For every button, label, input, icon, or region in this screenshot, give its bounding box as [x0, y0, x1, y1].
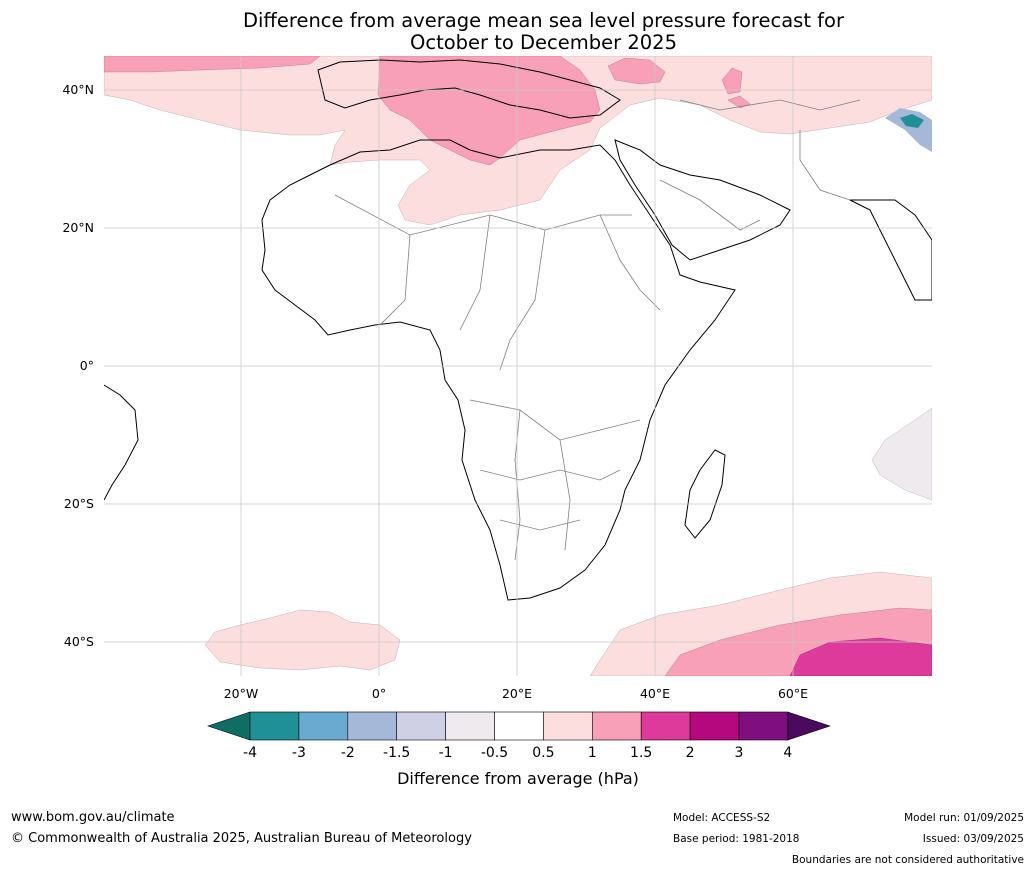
colorbar-tick-label: -0.5 — [480, 745, 509, 761]
footer-url: www.bom.gov.au/climate — [11, 810, 175, 825]
colorbar-tick-label: -1 — [438, 745, 453, 761]
lon-label-20e: 20°E — [501, 686, 533, 701]
title-line-2: October to December 2025 — [410, 31, 677, 54]
lon-label-40e: 40°E — [639, 686, 671, 701]
anomaly-indian-grey — [871, 407, 932, 501]
south-america-outline — [104, 384, 139, 501]
graticule — [104, 56, 932, 676]
colorbar-swatch — [543, 711, 593, 741]
colorbar-tick-label: 2 — [685, 745, 695, 761]
footer-model: Model: ACCESS-S2 — [673, 812, 771, 824]
colorbar-swatch — [298, 711, 349, 741]
colorbar-tick-label: 1.5 — [630, 745, 653, 761]
colorbar-tick-label: 3 — [734, 745, 744, 761]
anomaly-caspian-pink — [607, 57, 666, 85]
footer-disclaimer: Boundaries are not considered authoritat… — [791, 854, 1024, 866]
colorbar-swatch — [347, 711, 397, 741]
colorbar-swatch — [640, 711, 691, 741]
europe-outline — [317, 59, 621, 119]
colorbar-tick-label: -4 — [243, 745, 257, 761]
africa-outline — [261, 139, 736, 601]
lat-label-40n: 40°N — [62, 82, 94, 97]
lon-label-60e: 60°E — [777, 686, 809, 701]
colorbar-swatch — [494, 711, 544, 741]
colorbar-extend-high — [787, 711, 831, 741]
colorbar-tick-label: 1 — [587, 745, 597, 761]
arabia-outline — [614, 139, 791, 261]
anomaly-south-atlantic-light — [204, 609, 401, 671]
madagascar-outline — [684, 449, 726, 539]
footer-model-run: Model run: 01/09/2025 — [904, 812, 1024, 824]
lat-label-20s: 20°S — [63, 496, 94, 511]
colorbar-tick-label: -1.5 — [383, 745, 411, 761]
colorbar-extend-low — [207, 711, 251, 741]
lat-label-20n: 20°N — [62, 220, 94, 235]
footer-base-period: Base period: 1981-2018 — [673, 833, 800, 845]
chart-title: Difference from average mean sea level p… — [0, 10, 1035, 54]
footer-issued: Issued: 03/09/2025 — [922, 833, 1024, 845]
colorbar-swatch — [591, 711, 642, 741]
colorbar-swatch — [445, 711, 495, 741]
colorbar-tick-label: 0.5 — [532, 745, 555, 761]
colorbar-tick-label: 4 — [783, 745, 793, 761]
colorbar-label: Difference from average (hPa) — [397, 769, 639, 788]
lat-label-40s: 40°S — [63, 634, 94, 649]
anomaly-atlantic-pink — [104, 56, 321, 73]
lon-label-0: 0° — [371, 686, 387, 701]
india-outline — [849, 199, 932, 301]
lon-label-20w: 20°W — [223, 686, 259, 701]
anomaly-south-indian-magenta — [789, 637, 932, 676]
colorbar-swatch — [689, 711, 740, 741]
footer-copyright: © Commonwealth of Australia 2025, Austra… — [11, 831, 472, 846]
colorbar-swatch — [396, 711, 446, 741]
title-line-1: Difference from average mean sea level p… — [243, 9, 844, 32]
anomaly-himalaya-teal — [900, 114, 924, 128]
colorbar-swatch — [738, 711, 789, 741]
lat-label-equator: 0° — [79, 358, 94, 373]
colorbar-tick-label: -3 — [291, 745, 306, 761]
anomaly-east-pink — [721, 67, 751, 109]
colorbar-swatch — [249, 711, 300, 741]
colorbar-tick-label: -2 — [340, 745, 355, 761]
